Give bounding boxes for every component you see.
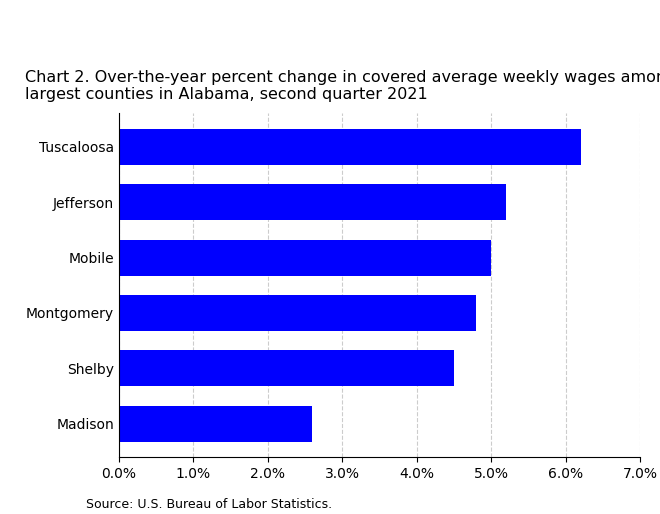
Bar [119,351,454,387]
Text: Source: U.S. Bureau of Labor Statistics.: Source: U.S. Bureau of Labor Statistics. [86,499,332,511]
Bar [119,406,312,442]
Bar [119,184,506,220]
Bar [119,295,477,331]
Bar [119,128,581,165]
Text: Chart 2. Over-the-year percent change in covered average weekly wages among the
: Chart 2. Over-the-year percent change in… [25,70,660,102]
Bar [119,240,491,276]
